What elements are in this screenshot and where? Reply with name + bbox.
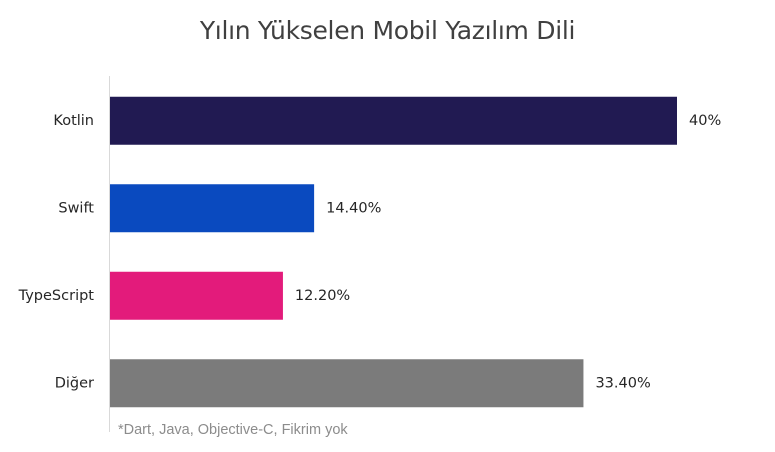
data-label: 12.20% — [295, 288, 350, 304]
bar-typescript — [110, 271, 283, 320]
bar-di-er — [110, 359, 584, 408]
chart-title: Yılın Yükselen Mobil Yazılım Dili — [199, 16, 576, 45]
bars-layer: Kotlin 40% Swift 14.40% TypeScript 12.20% Diğe… — [18, 96, 721, 408]
data-label: 14.40% — [326, 200, 381, 216]
bar-kotlin — [110, 96, 677, 145]
category-label: TypeScript — [18, 288, 95, 304]
bar-swift — [110, 184, 315, 233]
data-label: 33.40% — [595, 375, 650, 391]
chart-footnote: *Dart, Java, Objective-C, Fikrim yok — [118, 422, 348, 438]
data-label: 40% — [689, 113, 721, 129]
category-label: Swift — [58, 200, 94, 216]
category-label: Diğer — [55, 375, 94, 391]
category-label: Kotlin — [53, 113, 94, 129]
